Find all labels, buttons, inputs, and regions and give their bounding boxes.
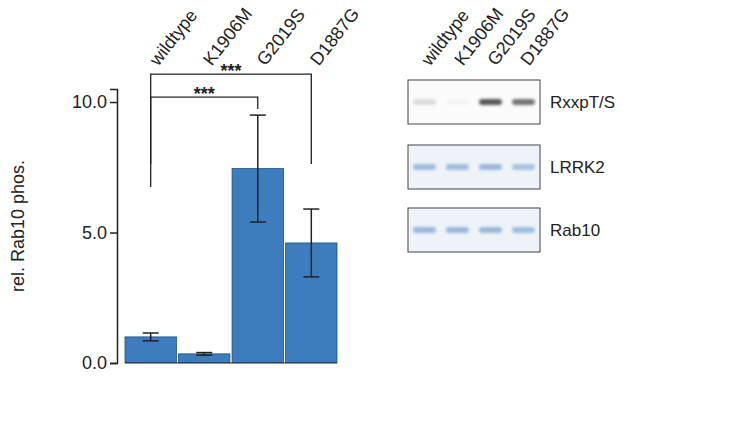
y-axis-title: rel. Rab10 phos. [8,160,28,292]
x-tick: K1906M [199,4,256,69]
blot-lanes: wildtypeK1906MG2019SD1887G [417,4,574,70]
error-cap [250,114,266,116]
error-bar [303,209,319,277]
plot-area [125,115,337,363]
x-tick: D1887G [306,4,363,69]
significance: *** [151,84,258,187]
row-label: RxxpT/S [550,93,615,112]
y-tick-mark [110,232,117,234]
x-tick-label: K1906M [199,4,256,69]
y-axis-line [110,90,118,364]
band [512,164,535,170]
error-cap [250,221,266,223]
band [446,164,469,170]
error-bar [196,353,212,356]
band [413,164,436,170]
blot-frame [408,145,540,189]
y-tick-label: 0.0 [82,353,107,373]
band [413,99,436,105]
figure: 0.0 5.0 10.0 rel. Rab10 phos. wildtypeK1906M… [0,0,750,430]
significance-label: *** [194,84,215,104]
x-tick-label: G2019S [253,5,309,69]
blot-row: Rab10 [408,208,600,252]
error-line [257,115,259,222]
blot-row: LRRK2 [408,145,605,189]
blot-row: RxxpT/S [408,80,615,124]
significance-label: *** [220,61,241,81]
bar [179,354,230,363]
error-cap [196,352,212,354]
row-label: Rab10 [550,221,600,240]
band [512,99,535,105]
band [413,227,436,233]
band [479,164,502,170]
y-tick: 0.0 [82,353,117,373]
y-tick: 5.0 [82,223,117,243]
blot-frame [408,208,540,252]
y-tick-mark [110,363,117,365]
error-bar [143,333,159,341]
x-axis: wildtypeK1906MG2019SD1887G [145,4,363,70]
y-tick-label: 5.0 [82,223,107,243]
lane-label: D1887G [516,4,573,69]
x-tick: wildtype [145,6,201,70]
band [446,227,469,233]
annotations: ****** [151,61,312,187]
y-tick: 10.0 [72,92,117,112]
error-line [150,333,152,341]
y-tick-label: 10.0 [72,92,107,112]
bar [125,337,176,363]
x-tick-label: wildtype [145,6,201,70]
row-label: LRRK2 [550,158,605,177]
blot-frame [408,80,540,124]
x-tick: G2019S [253,5,309,69]
error-bar [250,115,266,222]
x-tick-label: D1887G [306,4,363,69]
bracket [151,74,312,164]
error-cap [196,354,212,356]
y-axis: 0.0 5.0 10.0 [72,90,118,374]
band [446,99,469,105]
error-cap [143,332,159,334]
error-cap [303,276,319,278]
band [479,99,502,105]
significance: *** [151,61,312,164]
error-line [311,209,313,277]
bracket [151,97,258,187]
error-cap [143,340,159,342]
band [512,227,535,233]
error-cap [303,208,319,210]
band [479,227,502,233]
baseline [125,363,337,364]
y-tick-mark [110,102,117,104]
